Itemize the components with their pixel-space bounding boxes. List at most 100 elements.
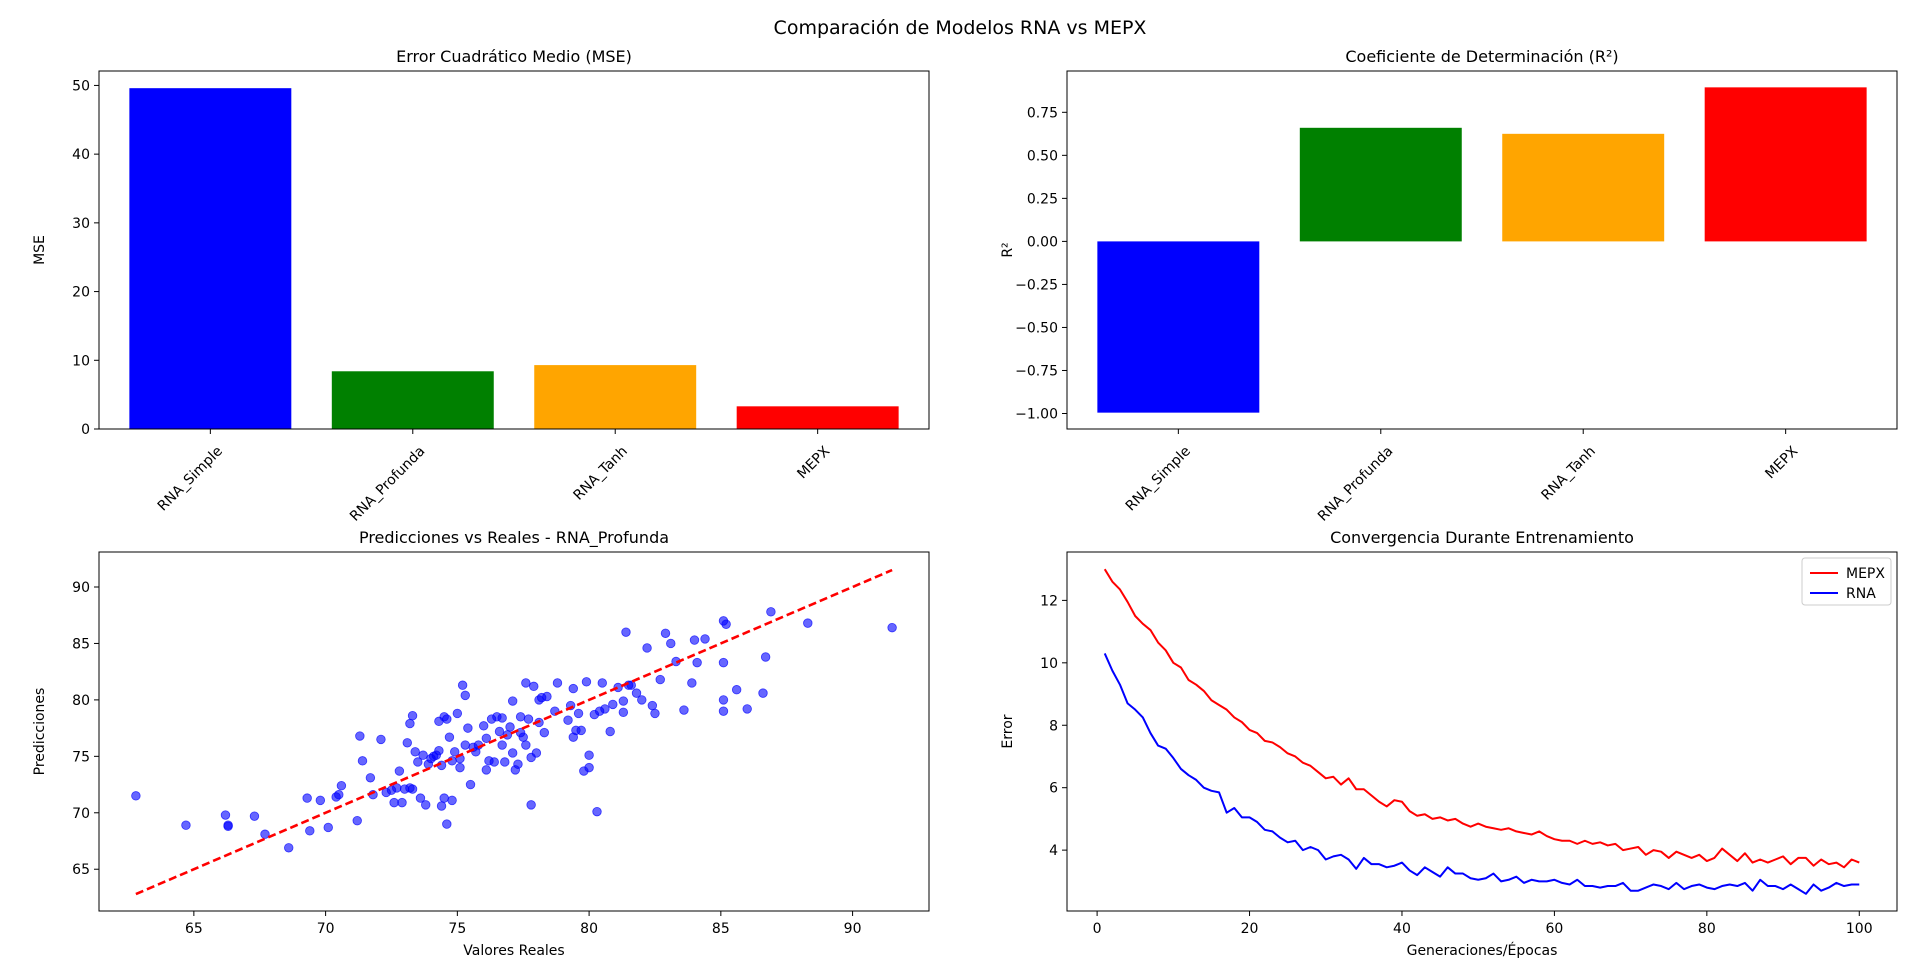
data-point xyxy=(573,708,584,719)
data-point xyxy=(284,843,294,853)
data-point xyxy=(415,793,426,803)
y-tick-label: −0.75 xyxy=(1015,363,1058,379)
bar-rna-tanh xyxy=(534,365,697,429)
y-tick-label: 0.50 xyxy=(1027,148,1058,164)
data-point xyxy=(220,810,231,820)
data-point xyxy=(692,657,702,668)
data-point xyxy=(376,734,386,745)
data-point xyxy=(608,699,618,710)
x-tick-label: 80 xyxy=(580,921,598,937)
data-point xyxy=(334,790,344,800)
data-point xyxy=(718,706,729,716)
data-point xyxy=(421,800,431,810)
data-point xyxy=(463,723,473,733)
y-tick-label: 30 xyxy=(72,216,90,232)
data-point xyxy=(489,757,499,767)
data-point xyxy=(600,704,610,714)
plot-frame xyxy=(98,70,930,430)
data-point xyxy=(452,708,463,719)
y-tick-label: 50 xyxy=(72,78,90,94)
y-tick-label: 10 xyxy=(72,353,90,369)
data-point xyxy=(631,688,642,698)
data-point xyxy=(413,757,423,767)
data-point xyxy=(507,696,518,706)
legend-label-rna: RNA xyxy=(1846,586,1876,602)
x-tick-label: 60 xyxy=(1545,921,1563,937)
data-point xyxy=(323,822,333,833)
data-point xyxy=(497,713,507,723)
y-tick-label: 75 xyxy=(72,749,90,765)
legend-label-mepx: MEPX xyxy=(1846,566,1885,582)
y-tick-label: 65 xyxy=(72,862,90,878)
bar-rna-profunda xyxy=(1299,127,1462,242)
data-point xyxy=(666,638,676,649)
y-tick-label: 40 xyxy=(72,147,90,163)
data-point xyxy=(402,738,412,748)
x-tick-label: 70 xyxy=(317,921,335,937)
data-point xyxy=(365,773,376,783)
data-point xyxy=(576,725,586,736)
x-tick-label: MEPX xyxy=(794,443,833,482)
data-point xyxy=(655,674,665,685)
data-point xyxy=(223,821,233,832)
data-point xyxy=(442,819,452,829)
data-point xyxy=(581,677,592,687)
data-point xyxy=(618,696,629,706)
data-point xyxy=(529,681,539,692)
data-point xyxy=(442,714,452,724)
predictions-scatter-chart: 65 70 75 80 85 90 65 70 75 80 85 90 Predicciones vs … xyxy=(32,528,930,959)
plot-frame xyxy=(1066,70,1898,430)
data-point xyxy=(497,740,507,750)
x-tick-label: 100 xyxy=(1846,921,1873,937)
convergence-line-chart: 4 6 8 10 12 0 20 40 60 80 100 Convergencia Durante … xyxy=(1000,528,1898,959)
y-tick-label: 10 xyxy=(1040,656,1058,672)
x-axis-label: Valores Reales xyxy=(463,943,564,959)
data-point xyxy=(407,710,418,721)
data-point xyxy=(521,678,531,688)
data-point xyxy=(447,795,457,806)
data-point xyxy=(584,762,594,773)
data-point xyxy=(526,800,536,810)
data-point xyxy=(260,829,270,839)
y-tick-label: 70 xyxy=(72,806,90,822)
x-axis-label: Generaciones/Épocas xyxy=(1407,942,1558,959)
data-point xyxy=(721,619,731,629)
data-point xyxy=(465,779,476,790)
data-point xyxy=(518,732,528,742)
x-tick-label: RNA_Tanh xyxy=(1538,443,1598,503)
data-point xyxy=(500,757,510,767)
data-point xyxy=(766,607,776,617)
data-point xyxy=(637,695,647,705)
x-tick-label: RNA_Simple xyxy=(155,443,226,514)
y-tick-label: 85 xyxy=(72,636,90,652)
y-tick-label: 12 xyxy=(1040,593,1058,609)
data-point xyxy=(505,722,515,732)
data-point xyxy=(336,780,347,791)
data-point xyxy=(887,622,897,633)
data-point xyxy=(478,721,489,731)
data-point xyxy=(742,704,752,714)
data-point xyxy=(647,700,658,711)
data-point xyxy=(405,718,415,729)
x-tick-label: 20 xyxy=(1241,921,1259,937)
data-point xyxy=(539,727,550,738)
data-point xyxy=(521,740,531,750)
y-tick-label: −0.25 xyxy=(1015,277,1058,293)
legend: MEPX RNA xyxy=(1801,557,1892,606)
y-axis-label: Error xyxy=(1000,714,1016,748)
data-point xyxy=(481,765,492,775)
chart-title: Coeficiente de Determinación (R²) xyxy=(1345,47,1618,66)
data-point xyxy=(542,691,552,702)
x-tick-label: 90 xyxy=(844,921,862,937)
data-point xyxy=(352,815,362,826)
data-point xyxy=(531,748,542,758)
data-point xyxy=(597,678,607,688)
data-point xyxy=(758,688,768,698)
chart-title: Error Cuadrático Medio (MSE) xyxy=(396,47,632,66)
data-point xyxy=(450,747,460,757)
y-axis-label: R² xyxy=(1000,242,1016,257)
x-tick-label: RNA_Tanh xyxy=(570,443,630,503)
data-point xyxy=(507,748,518,758)
data-point xyxy=(568,683,578,694)
data-point xyxy=(394,766,405,776)
